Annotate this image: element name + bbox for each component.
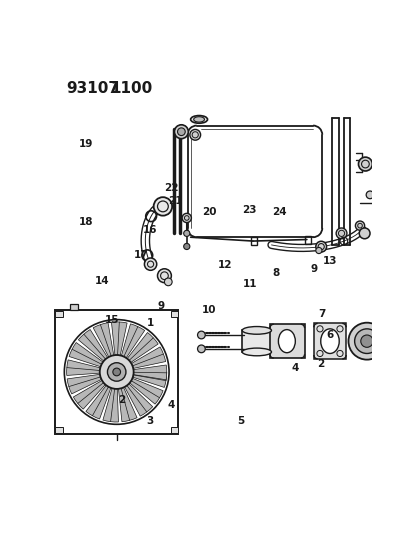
Text: 12: 12 [217,260,232,270]
Wedge shape [78,329,107,361]
Text: 1: 1 [146,318,153,327]
Circle shape [354,329,378,353]
Text: 2: 2 [117,395,125,406]
Wedge shape [73,381,105,409]
Text: 2: 2 [316,359,323,368]
Circle shape [177,128,185,135]
Circle shape [183,230,190,237]
Text: 11: 11 [242,279,257,288]
Circle shape [113,368,120,376]
Circle shape [190,130,200,140]
Text: 5: 5 [237,416,244,426]
Wedge shape [124,384,152,416]
Ellipse shape [190,116,207,123]
Bar [304,237,310,244]
Wedge shape [67,374,101,394]
Text: 8: 8 [272,268,279,278]
Ellipse shape [278,329,294,353]
Wedge shape [133,365,166,381]
Wedge shape [131,347,165,368]
Text: 20: 20 [201,207,216,217]
Bar [55,426,63,433]
Bar [170,426,178,433]
Text: 7: 7 [318,309,325,319]
Text: 22: 22 [164,183,178,193]
Text: 9: 9 [157,301,164,311]
Circle shape [100,355,133,389]
Circle shape [157,269,171,282]
Circle shape [183,244,190,249]
Ellipse shape [320,329,338,353]
Circle shape [348,322,385,360]
Circle shape [197,345,205,353]
Circle shape [358,228,369,239]
Wedge shape [103,388,118,422]
Wedge shape [129,378,163,404]
Text: 10: 10 [201,305,216,315]
Bar [55,310,178,433]
Text: 3: 3 [146,416,153,426]
Wedge shape [118,387,137,422]
Circle shape [182,213,191,223]
Wedge shape [66,360,100,375]
Circle shape [164,278,172,286]
Text: 16: 16 [142,225,157,235]
Text: 4: 4 [166,400,174,409]
Wedge shape [127,333,158,362]
Circle shape [365,191,373,199]
Circle shape [107,363,126,381]
Text: 13: 13 [322,256,337,266]
Wedge shape [85,385,111,419]
Text: 93107: 93107 [66,81,119,96]
Wedge shape [133,372,166,387]
Ellipse shape [242,327,271,334]
Wedge shape [111,322,127,356]
Bar [242,330,271,352]
Circle shape [354,221,364,230]
Text: 21: 21 [168,197,182,206]
Wedge shape [121,324,144,358]
Circle shape [174,125,188,139]
Text: 23: 23 [242,205,256,215]
Ellipse shape [242,348,271,356]
Circle shape [144,258,157,270]
Wedge shape [69,343,103,367]
Text: 6: 6 [326,330,333,340]
Circle shape [358,157,371,171]
Wedge shape [93,322,114,357]
Text: 1100: 1100 [110,81,152,96]
Text: 17: 17 [134,250,148,260]
Circle shape [153,197,172,216]
Text: 9: 9 [310,264,317,274]
Text: 4: 4 [291,362,298,373]
Bar [55,311,63,317]
Bar [70,304,78,310]
Text: 15: 15 [104,316,119,326]
Circle shape [315,241,326,252]
Circle shape [360,335,372,348]
Circle shape [315,247,321,254]
Bar [269,324,304,358]
Circle shape [335,228,346,239]
Text: 14: 14 [95,277,109,286]
Bar [313,324,345,359]
Ellipse shape [193,117,204,122]
Text: 24: 24 [271,207,286,217]
Circle shape [197,331,205,339]
Bar [170,311,178,317]
Bar [250,237,256,245]
Text: 19: 19 [79,139,93,149]
Text: 18: 18 [79,217,93,227]
